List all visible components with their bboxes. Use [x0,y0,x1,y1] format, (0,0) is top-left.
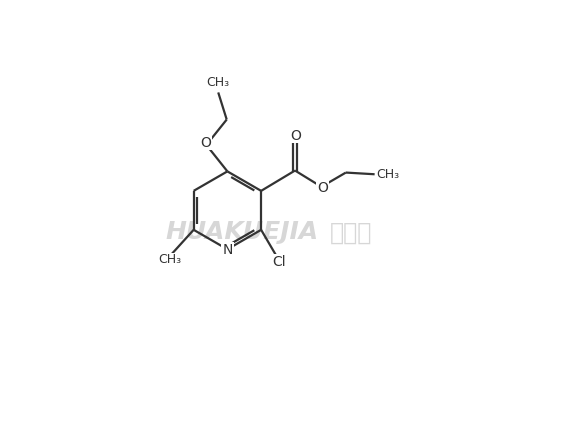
Text: Cl: Cl [272,255,287,269]
Text: O: O [317,181,328,195]
Text: CH₃: CH₃ [206,76,229,89]
Text: HUAKUEJIA: HUAKUEJIA [165,220,319,244]
Text: CH₃: CH₃ [158,253,181,266]
Text: CH₃: CH₃ [376,168,399,181]
Text: O: O [290,128,301,143]
Text: O: O [200,136,211,150]
Text: 化学加: 化学加 [330,220,372,244]
Text: N: N [222,243,232,257]
